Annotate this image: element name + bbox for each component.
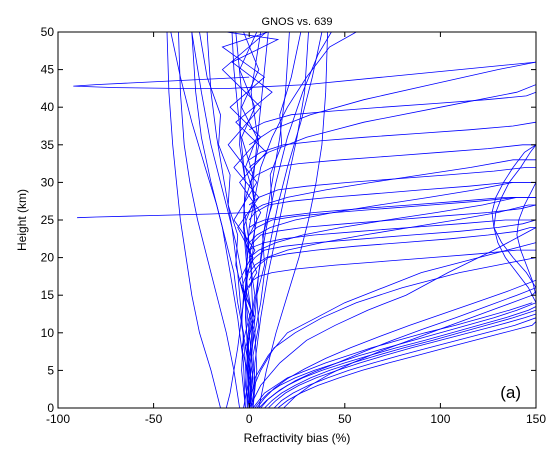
y-tick-label: 35 <box>41 138 55 152</box>
profile-line-19 <box>248 197 536 236</box>
profile-line-34 <box>516 182 536 296</box>
profile-line-54 <box>178 32 240 408</box>
profile-line-35 <box>491 144 536 288</box>
profile-line-23 <box>248 121 536 161</box>
profile-line-21 <box>248 167 536 206</box>
profile-line-25 <box>248 204 536 273</box>
profile-line-14 <box>248 32 269 408</box>
x-tick-label: -100 <box>46 412 70 426</box>
profile-line-18 <box>248 204 536 251</box>
profile-line-31 <box>248 249 536 288</box>
series-layer <box>73 32 536 408</box>
profile-line-32 <box>248 219 536 251</box>
profile-line-43 <box>277 321 536 408</box>
profile-line-45 <box>260 287 536 408</box>
profile-line-59 <box>248 32 290 408</box>
profile-line-48 <box>248 227 536 408</box>
profile-line-4 <box>250 32 302 408</box>
x-tick-label: 50 <box>338 412 352 426</box>
profile-line-20 <box>248 182 536 221</box>
profile-line-8 <box>252 32 323 408</box>
profile-line-33 <box>248 197 536 228</box>
y-tick-label: 5 <box>47 363 54 377</box>
profile-line-51 <box>73 61 536 89</box>
profile-line-36 <box>493 144 536 303</box>
y-tick-label: 30 <box>41 175 55 189</box>
profile-line-57 <box>252 32 309 408</box>
y-tick-label: 20 <box>41 251 55 265</box>
y-tick-label: 0 <box>47 401 54 415</box>
profile-line-44 <box>283 291 536 408</box>
y-tick-label: 45 <box>41 63 55 77</box>
profile-line-10 <box>248 32 332 408</box>
profile-line-22 <box>248 144 536 183</box>
profile-line-47 <box>248 242 536 408</box>
chart-title: GNOS vs. 639 <box>262 16 333 28</box>
profile-line-30 <box>248 61 536 146</box>
profile-line-55 <box>258 32 328 408</box>
profile-line-28 <box>249 159 536 213</box>
profile-line-52 <box>225 32 357 408</box>
profile-line-56 <box>191 32 246 408</box>
profile-line-29 <box>248 84 536 168</box>
profile-line-24 <box>249 91 536 131</box>
profile-line-16 <box>248 227 536 281</box>
x-tick-label: 0 <box>246 412 253 426</box>
profile-line-40 <box>264 309 536 408</box>
profile-line-9 <box>170 32 246 408</box>
profile-line-37 <box>252 302 533 408</box>
y-axis-label: Height (km) <box>15 189 29 251</box>
y-tick-label: 25 <box>41 213 55 227</box>
x-axis-label: Refractivity bias (%) <box>244 431 351 445</box>
profile-line-58 <box>206 32 248 408</box>
x-tick-label: -50 <box>145 412 163 426</box>
y-tick-label: 15 <box>41 288 55 302</box>
x-tick-label: 150 <box>526 412 546 426</box>
profile-line-53 <box>166 32 221 408</box>
profile-line-50 <box>77 212 250 219</box>
x-axis: -100 -50 0 50 100 150 <box>46 32 546 426</box>
profile-line-46 <box>256 279 536 408</box>
profile-line-41 <box>268 313 536 408</box>
x-tick-label: 100 <box>430 412 450 426</box>
profile-line-49 <box>248 257 536 408</box>
profile-line-26 <box>248 197 536 258</box>
y-axis: 0 5 10 15 20 25 30 35 40 45 50 <box>41 25 536 415</box>
profile-line-42 <box>273 317 536 408</box>
y-tick-label: 10 <box>41 326 55 340</box>
y-tick-label: 40 <box>41 100 55 114</box>
panel-label: (a) <box>500 383 521 402</box>
y-tick-label: 50 <box>41 25 55 39</box>
